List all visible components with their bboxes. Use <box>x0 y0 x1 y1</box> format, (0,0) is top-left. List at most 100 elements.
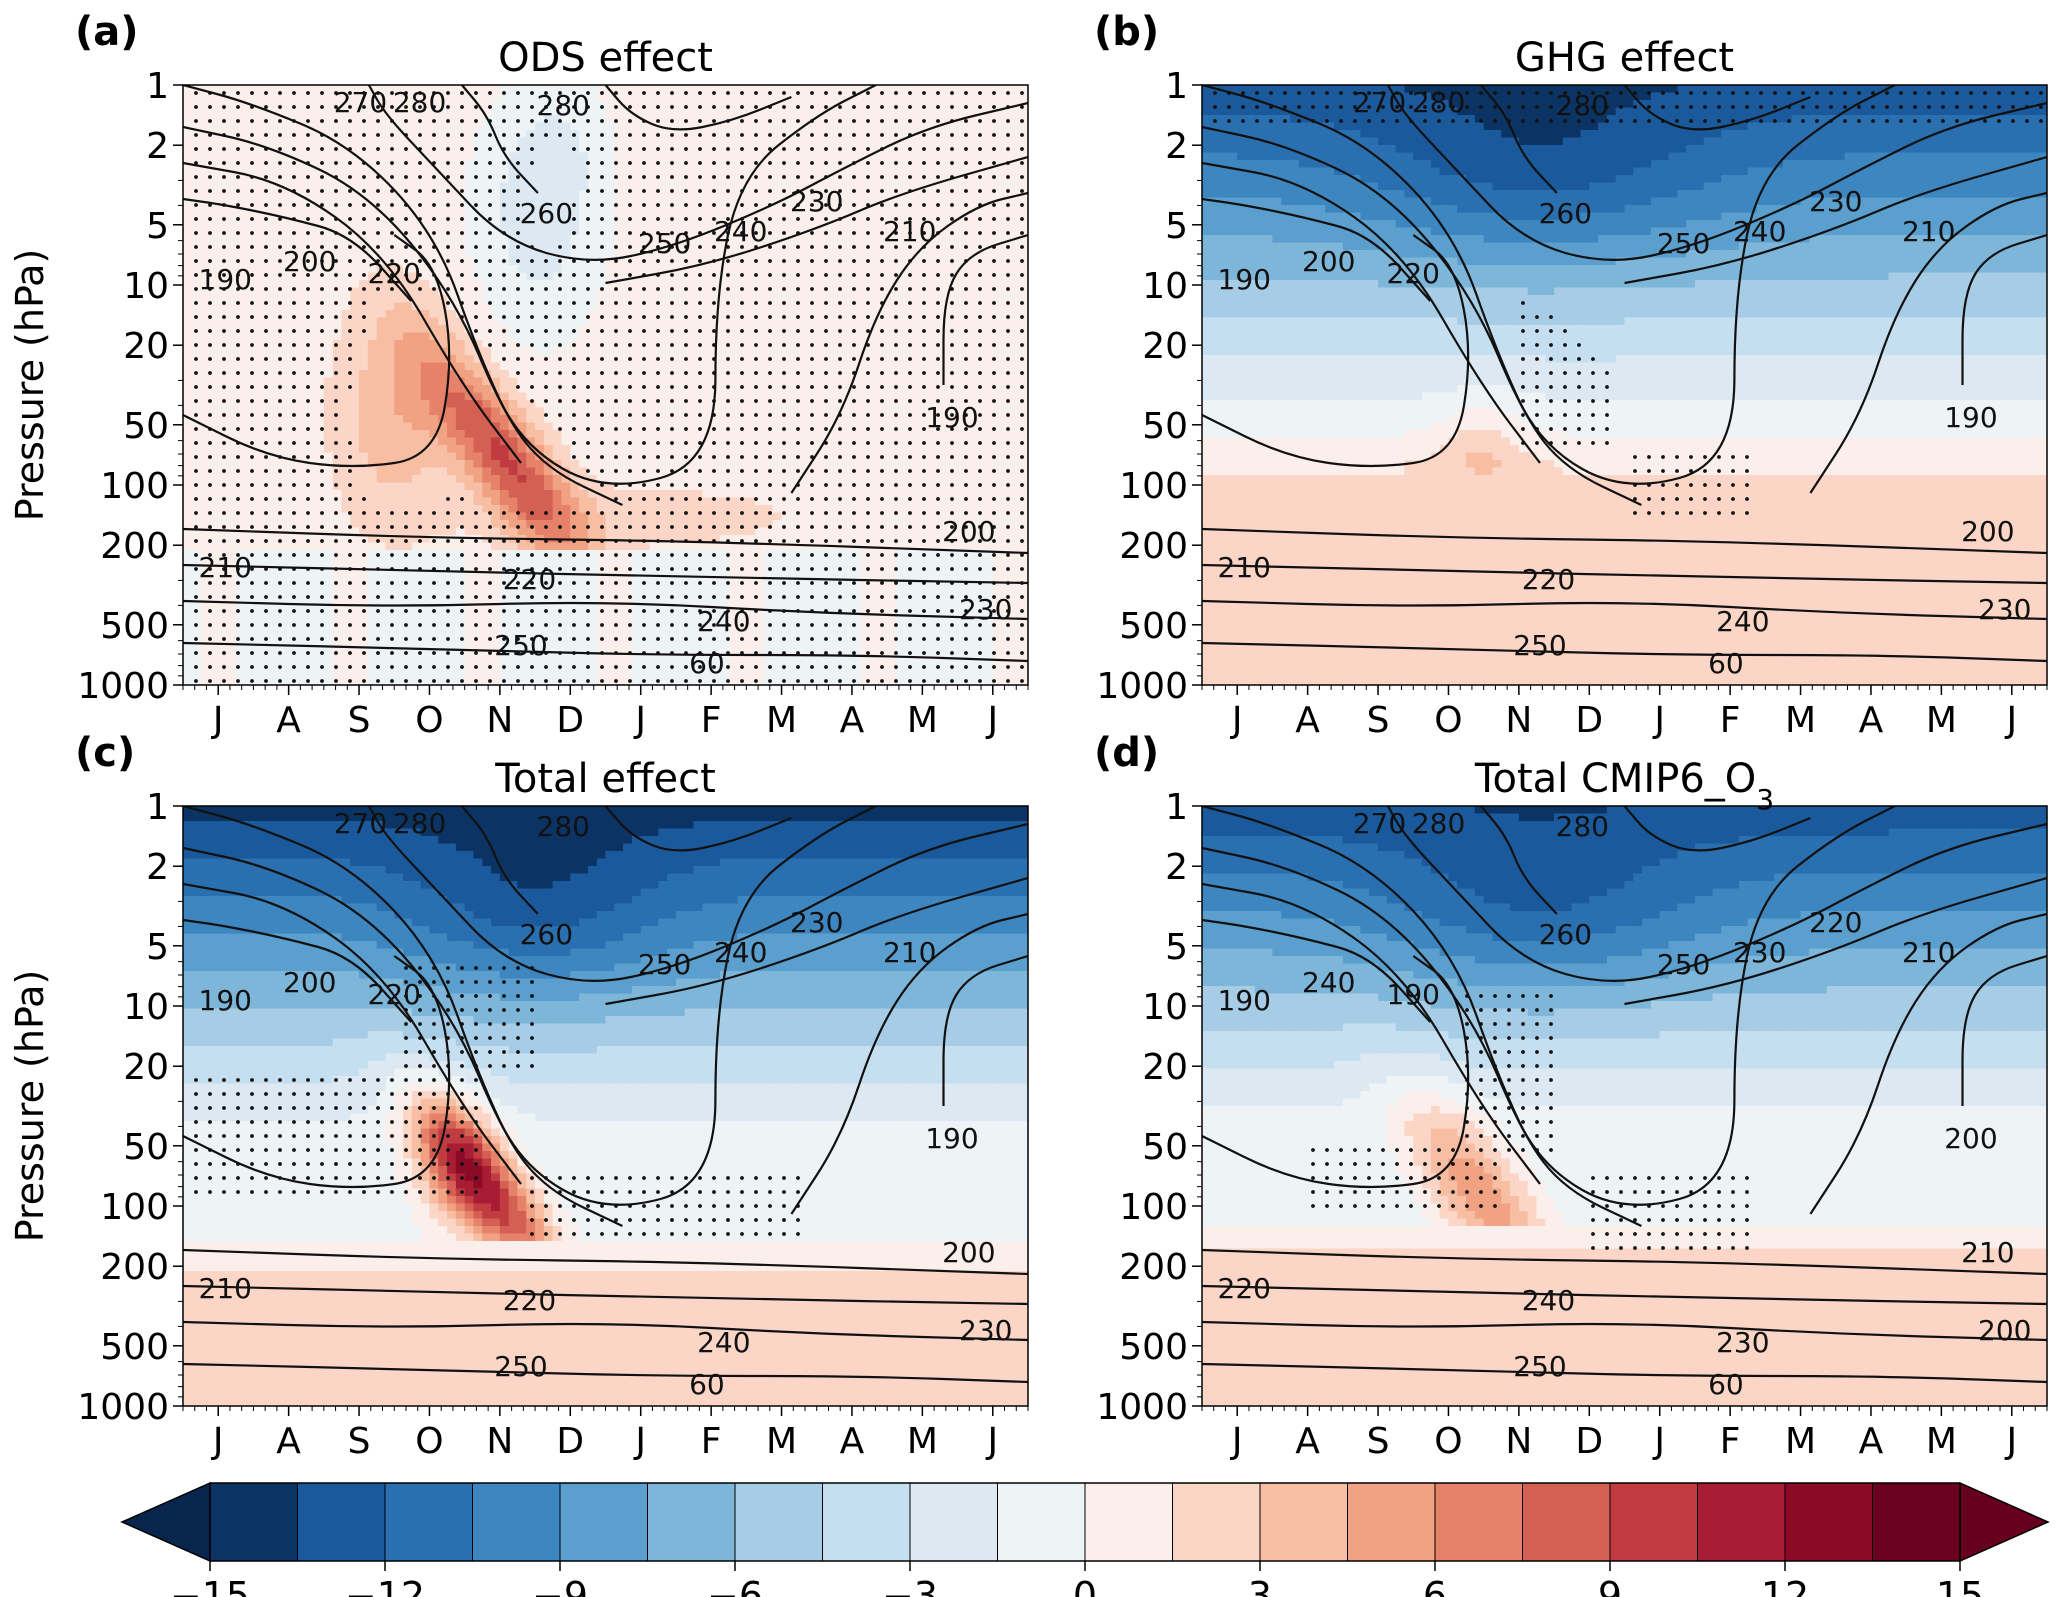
field-cell <box>262 415 272 424</box>
field-cell <box>517 370 527 379</box>
field-cell <box>561 175 571 184</box>
field-cell <box>332 265 343 274</box>
field-cell <box>605 362 615 371</box>
field-cell <box>667 625 677 634</box>
field-cell <box>315 655 325 664</box>
field-cell <box>183 287 193 296</box>
field-cell <box>649 107 659 116</box>
field-cell <box>684 557 695 566</box>
field-cell <box>675 512 686 521</box>
field-cell <box>464 497 475 506</box>
field-cell <box>675 242 686 251</box>
field-cell <box>403 295 413 304</box>
field-cell <box>587 415 598 424</box>
field-cell <box>579 287 589 296</box>
field-cell <box>332 587 343 596</box>
field-cell <box>227 647 237 656</box>
field-cell <box>191 100 202 109</box>
field-cell <box>341 197 351 206</box>
field-cell <box>297 610 307 619</box>
field-cell <box>438 580 448 589</box>
field-cell <box>350 422 360 431</box>
field-cell <box>367 490 378 499</box>
field-cell <box>596 325 607 334</box>
field-cell <box>332 115 343 124</box>
field-cell <box>711 595 721 604</box>
field-cell <box>499 632 510 641</box>
field-cell <box>587 325 598 334</box>
field-cell <box>323 482 334 491</box>
field-cell <box>693 115 703 124</box>
field-cell <box>491 520 501 529</box>
field-cell <box>253 647 263 656</box>
field-cell <box>579 572 589 581</box>
field-cell <box>244 677 255 685</box>
field-cell <box>394 115 404 124</box>
field-cell <box>429 280 439 289</box>
field-cell <box>473 580 483 589</box>
field-cell <box>570 220 580 229</box>
field-cell <box>675 617 686 626</box>
field-cell <box>279 580 290 589</box>
field-cell <box>376 160 387 169</box>
field-cell <box>411 430 422 439</box>
field-cell <box>543 572 554 581</box>
field-cell <box>623 497 633 506</box>
field-cell <box>447 287 457 296</box>
field-cell <box>315 527 325 536</box>
field-cell <box>359 385 369 394</box>
field-cell <box>341 332 351 341</box>
field-cell <box>491 205 501 214</box>
field-cell <box>464 340 475 349</box>
field-cell <box>711 122 721 131</box>
field-cell <box>526 640 536 649</box>
field-cell <box>429 542 439 551</box>
field-cell <box>235 452 246 461</box>
field-cell <box>631 137 642 146</box>
field-cell <box>702 197 712 206</box>
field-cell <box>323 85 334 94</box>
field-cell <box>411 565 422 574</box>
field-cell <box>367 317 378 326</box>
field-cell <box>587 92 598 101</box>
field-cell <box>658 235 668 244</box>
field-cell <box>385 355 395 364</box>
field-cell <box>271 340 281 349</box>
field-cell <box>711 445 721 454</box>
field-cell <box>482 107 492 116</box>
field-cell <box>535 400 545 409</box>
field-cell <box>552 370 563 379</box>
field-cell <box>227 302 237 311</box>
field-cell <box>306 160 316 169</box>
field-cell <box>491 340 501 349</box>
field-cell <box>376 422 387 431</box>
field-cell <box>552 182 563 191</box>
field-cell <box>420 392 431 401</box>
field-cell <box>711 295 721 304</box>
field-cell <box>631 392 642 401</box>
field-cell <box>561 115 571 124</box>
field-cell <box>631 197 642 206</box>
field-cell <box>235 490 246 499</box>
field-cell <box>719 400 730 409</box>
field-cell <box>367 265 378 274</box>
field-cell <box>552 497 563 506</box>
field-cell <box>191 295 202 304</box>
field-cell <box>235 662 246 671</box>
field-cell <box>455 505 466 514</box>
field-cell <box>200 415 210 424</box>
field-cell <box>376 85 387 94</box>
field-cell <box>570 497 580 506</box>
field-cell <box>719 527 730 536</box>
field-cell <box>262 347 272 356</box>
field-cell <box>447 370 457 379</box>
field-cell <box>605 137 615 146</box>
field-cell <box>508 437 519 446</box>
field-cell <box>711 437 721 446</box>
field-cell <box>526 115 536 124</box>
field-cell <box>411 175 422 184</box>
field-cell <box>693 280 703 289</box>
field-cell <box>473 265 483 274</box>
field-cell <box>447 445 457 454</box>
field-cell <box>429 497 439 506</box>
